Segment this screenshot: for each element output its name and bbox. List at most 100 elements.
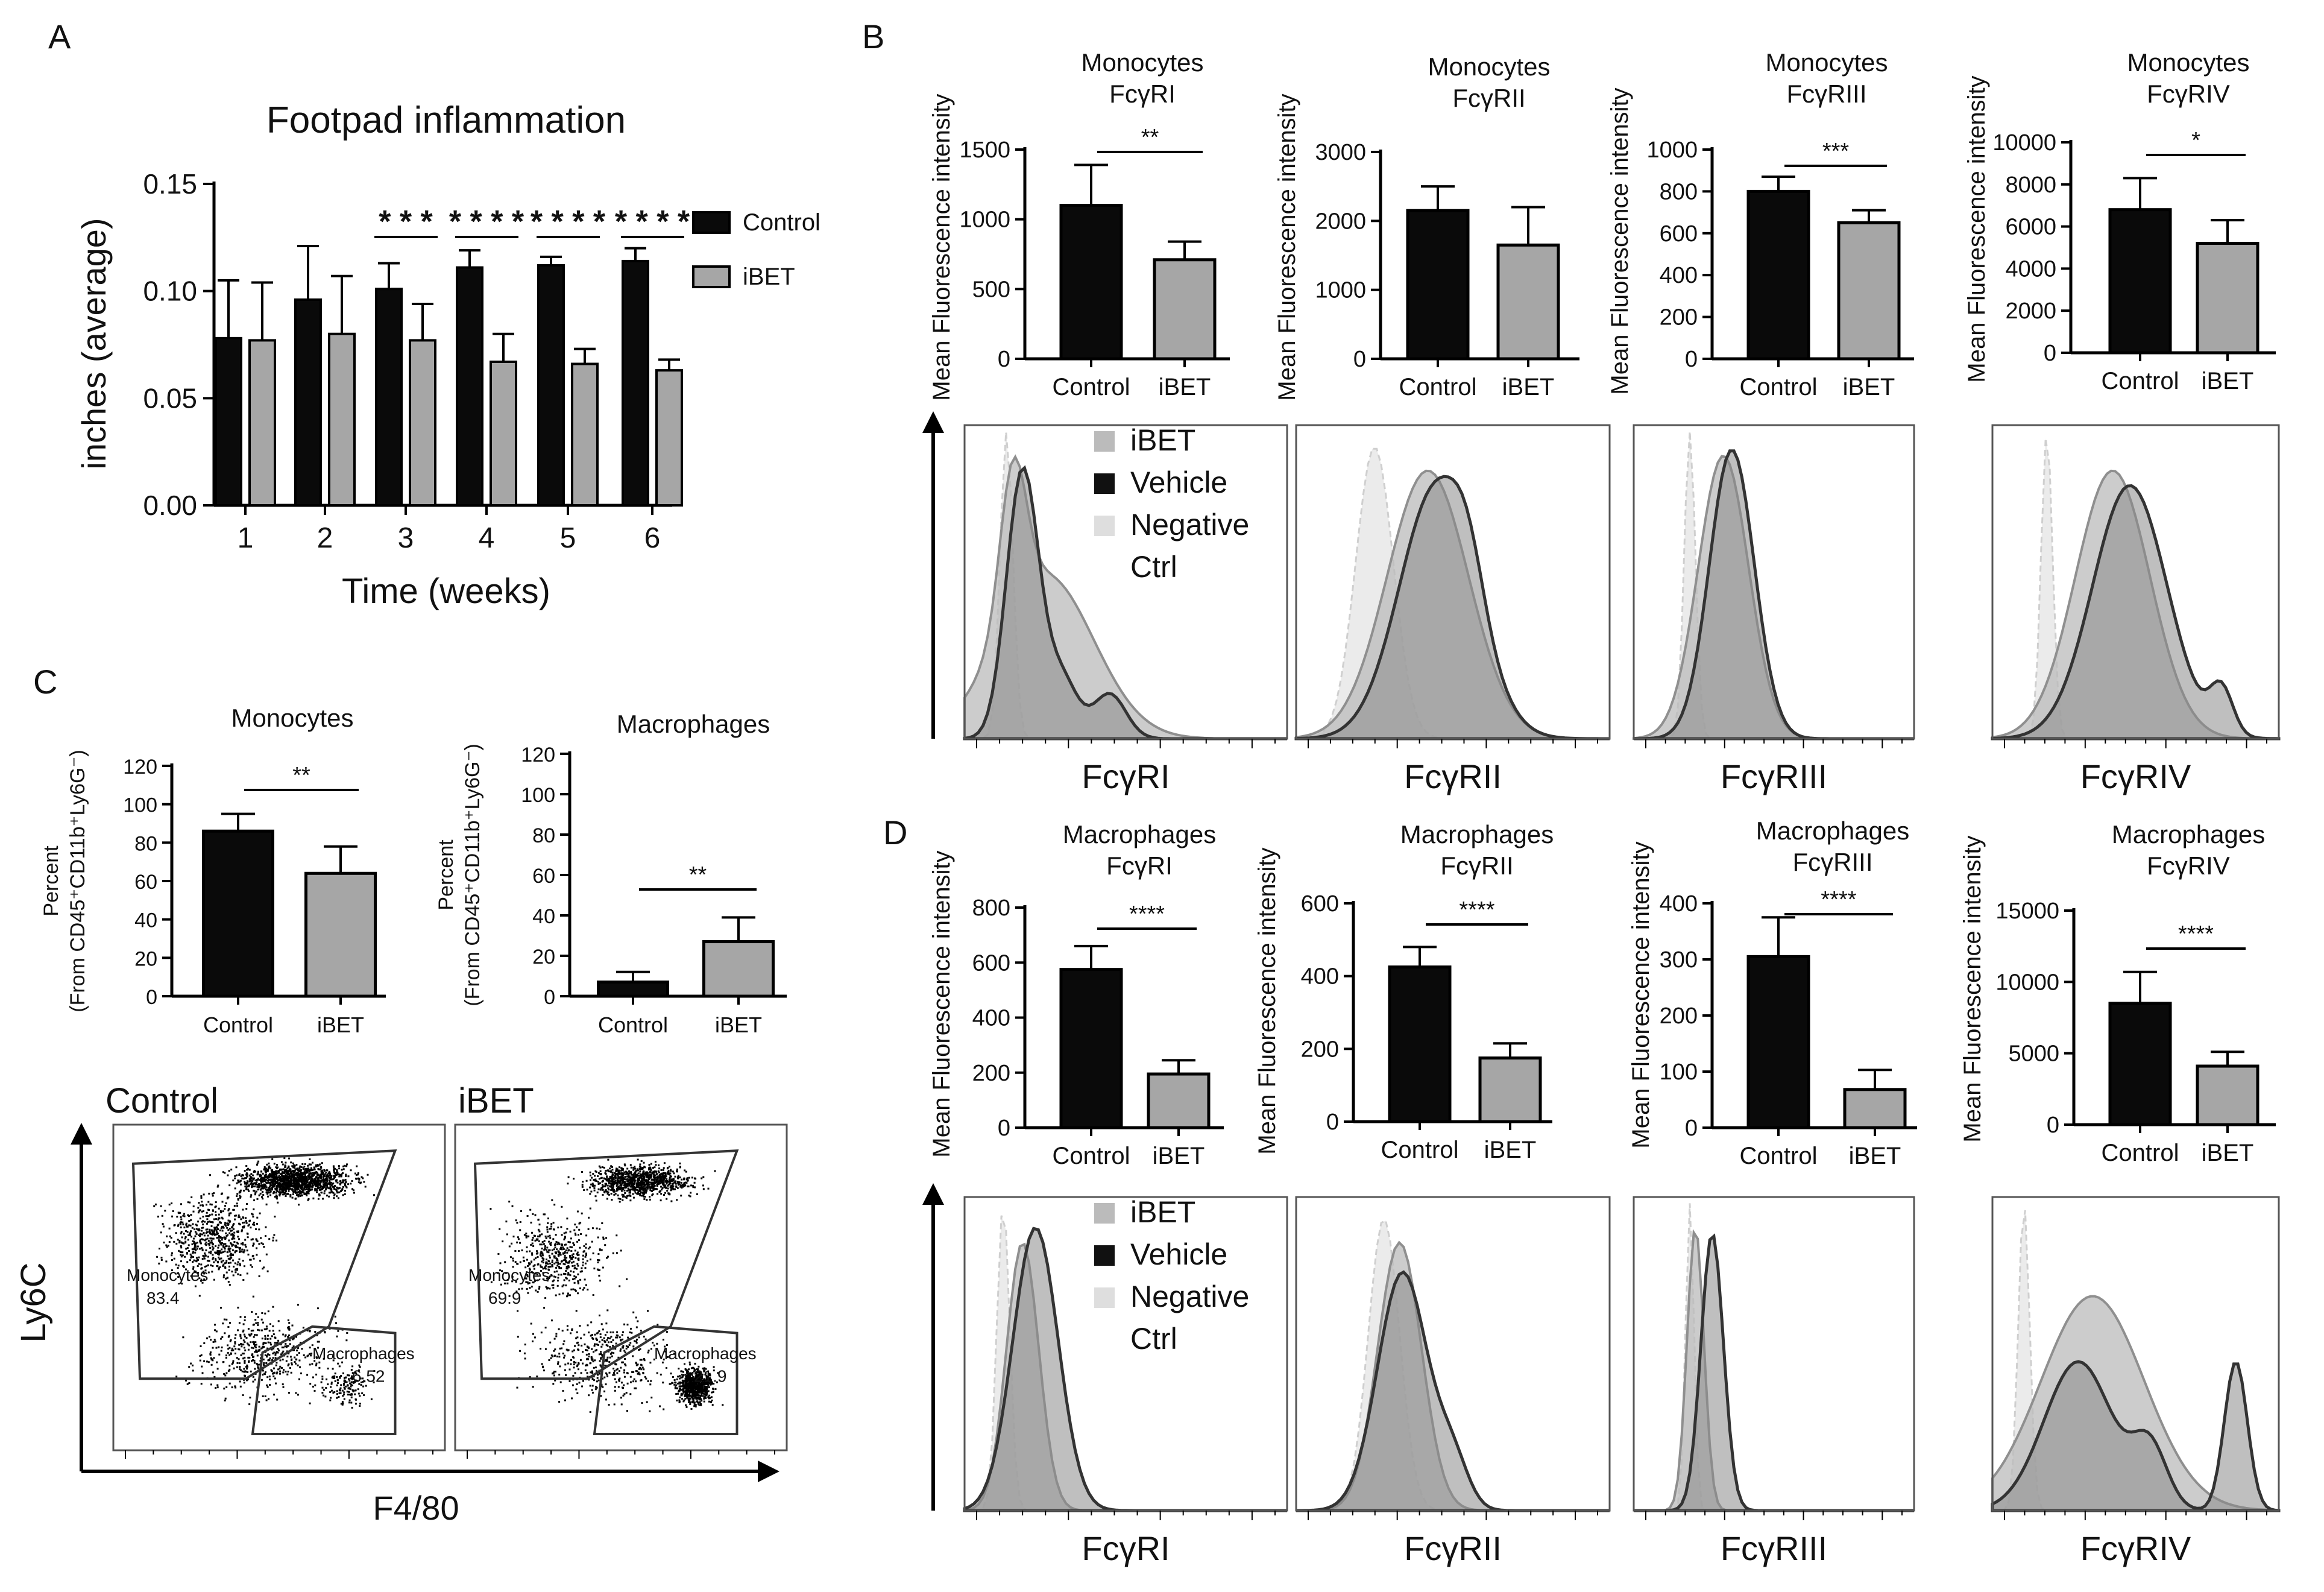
scatter-event [537,1228,540,1231]
scatter-event [538,1240,540,1242]
scatter-event [621,1334,623,1336]
scatter-event [228,1368,231,1371]
scatter-event [223,1274,225,1277]
scatter-event [614,1179,617,1181]
scatter-event [233,1223,235,1225]
scatter-event [593,1189,596,1192]
scatter-event [245,1220,247,1222]
scatter-event [594,1178,597,1181]
scatter-event [215,1201,217,1204]
scatter-event [277,1320,280,1322]
scatter-event [221,1336,224,1338]
scatter-event [309,1181,310,1184]
scatter-event [649,1198,651,1201]
scatter-event [350,1183,352,1185]
scatter-event [544,1247,546,1249]
scatter-event [612,1180,615,1183]
scatter-event [536,1376,538,1378]
scatter-event [624,1192,626,1194]
scatter-event [221,1242,223,1244]
scatter-event [540,1264,542,1266]
scatter-event [269,1338,272,1340]
scatter-event [645,1192,647,1194]
scatter-event [526,1259,528,1261]
scatter-event [216,1233,219,1235]
scatter-event [345,1339,348,1342]
scatter-event [199,1233,201,1235]
scatter-event [596,1227,598,1230]
scatter-event [234,1385,236,1388]
scatter-event [216,1227,218,1229]
scatter-event [628,1172,630,1175]
scatter-event [247,1253,250,1256]
scatter-event [190,1256,192,1259]
scatter-event [228,1220,231,1222]
scatter-event [259,1179,261,1181]
scatter-event [354,1393,356,1395]
scatter-event [531,1286,533,1288]
scatter-event [260,1242,263,1245]
scatter-event [608,1193,610,1196]
scatter-event [161,1215,163,1217]
scatter-event [167,1245,169,1247]
scatter-event [232,1234,234,1236]
scatter-event [236,1269,238,1271]
scatter-event [333,1375,336,1377]
scatter-event [537,1252,539,1254]
scatter-event [311,1344,313,1347]
scatter-event [579,1222,582,1224]
scatter-event [234,1175,236,1177]
scatter-event [240,1175,242,1178]
y-axis-label: Mean Fluorescence intensity [1607,87,1633,394]
scatter-event [260,1237,262,1239]
scatter-event [222,1322,224,1325]
scatter-event [662,1169,664,1171]
scatter-event [245,1208,248,1210]
scatter-event [287,1371,289,1372]
scatter-event [583,1250,585,1252]
scatter-event [538,1287,540,1290]
scatter-event [255,1313,257,1315]
scatter-event [289,1183,291,1185]
scatter-event [565,1374,567,1376]
significance-stars: *** [1822,139,1850,164]
scatter-event [298,1177,301,1179]
scatter-event [523,1260,524,1262]
scatter-event [573,1229,576,1231]
scatter-event [157,1215,159,1218]
scatter-event [281,1190,283,1192]
scatter-event [154,1203,157,1205]
scatter-event [626,1410,628,1412]
scatter-event [578,1222,581,1225]
scatter-event [332,1355,334,1357]
scatter-event [639,1184,641,1186]
scatter-event [515,1290,518,1293]
scatter-event [228,1170,230,1172]
scatter-event [323,1181,325,1184]
scatter-event [289,1356,292,1358]
scatter-event [670,1372,672,1375]
scatter-event [230,1352,232,1354]
scatter-event [245,1177,247,1180]
scatter-event [299,1195,301,1197]
scatter-event [621,1172,623,1174]
scatter-event [249,1335,251,1337]
scatter-event [329,1182,331,1184]
scatter-event [373,1370,376,1372]
scatter-event [186,1383,189,1385]
scatter-event [185,1379,187,1382]
scatter-event [245,1371,247,1373]
y-tick-label: 0.00 [143,490,197,521]
scatter-event [648,1181,650,1184]
scatter-event [259,1173,262,1176]
scatter-event [604,1189,606,1192]
scatter-event [681,1178,683,1181]
scatter-event [197,1272,199,1274]
scatter-event [276,1371,279,1374]
scatter-event [324,1181,327,1184]
scatter-event [228,1335,230,1337]
scatter-event [280,1161,283,1163]
scatter-event [300,1181,302,1183]
scatter-event [347,1394,349,1396]
scatter-event [262,1395,264,1397]
